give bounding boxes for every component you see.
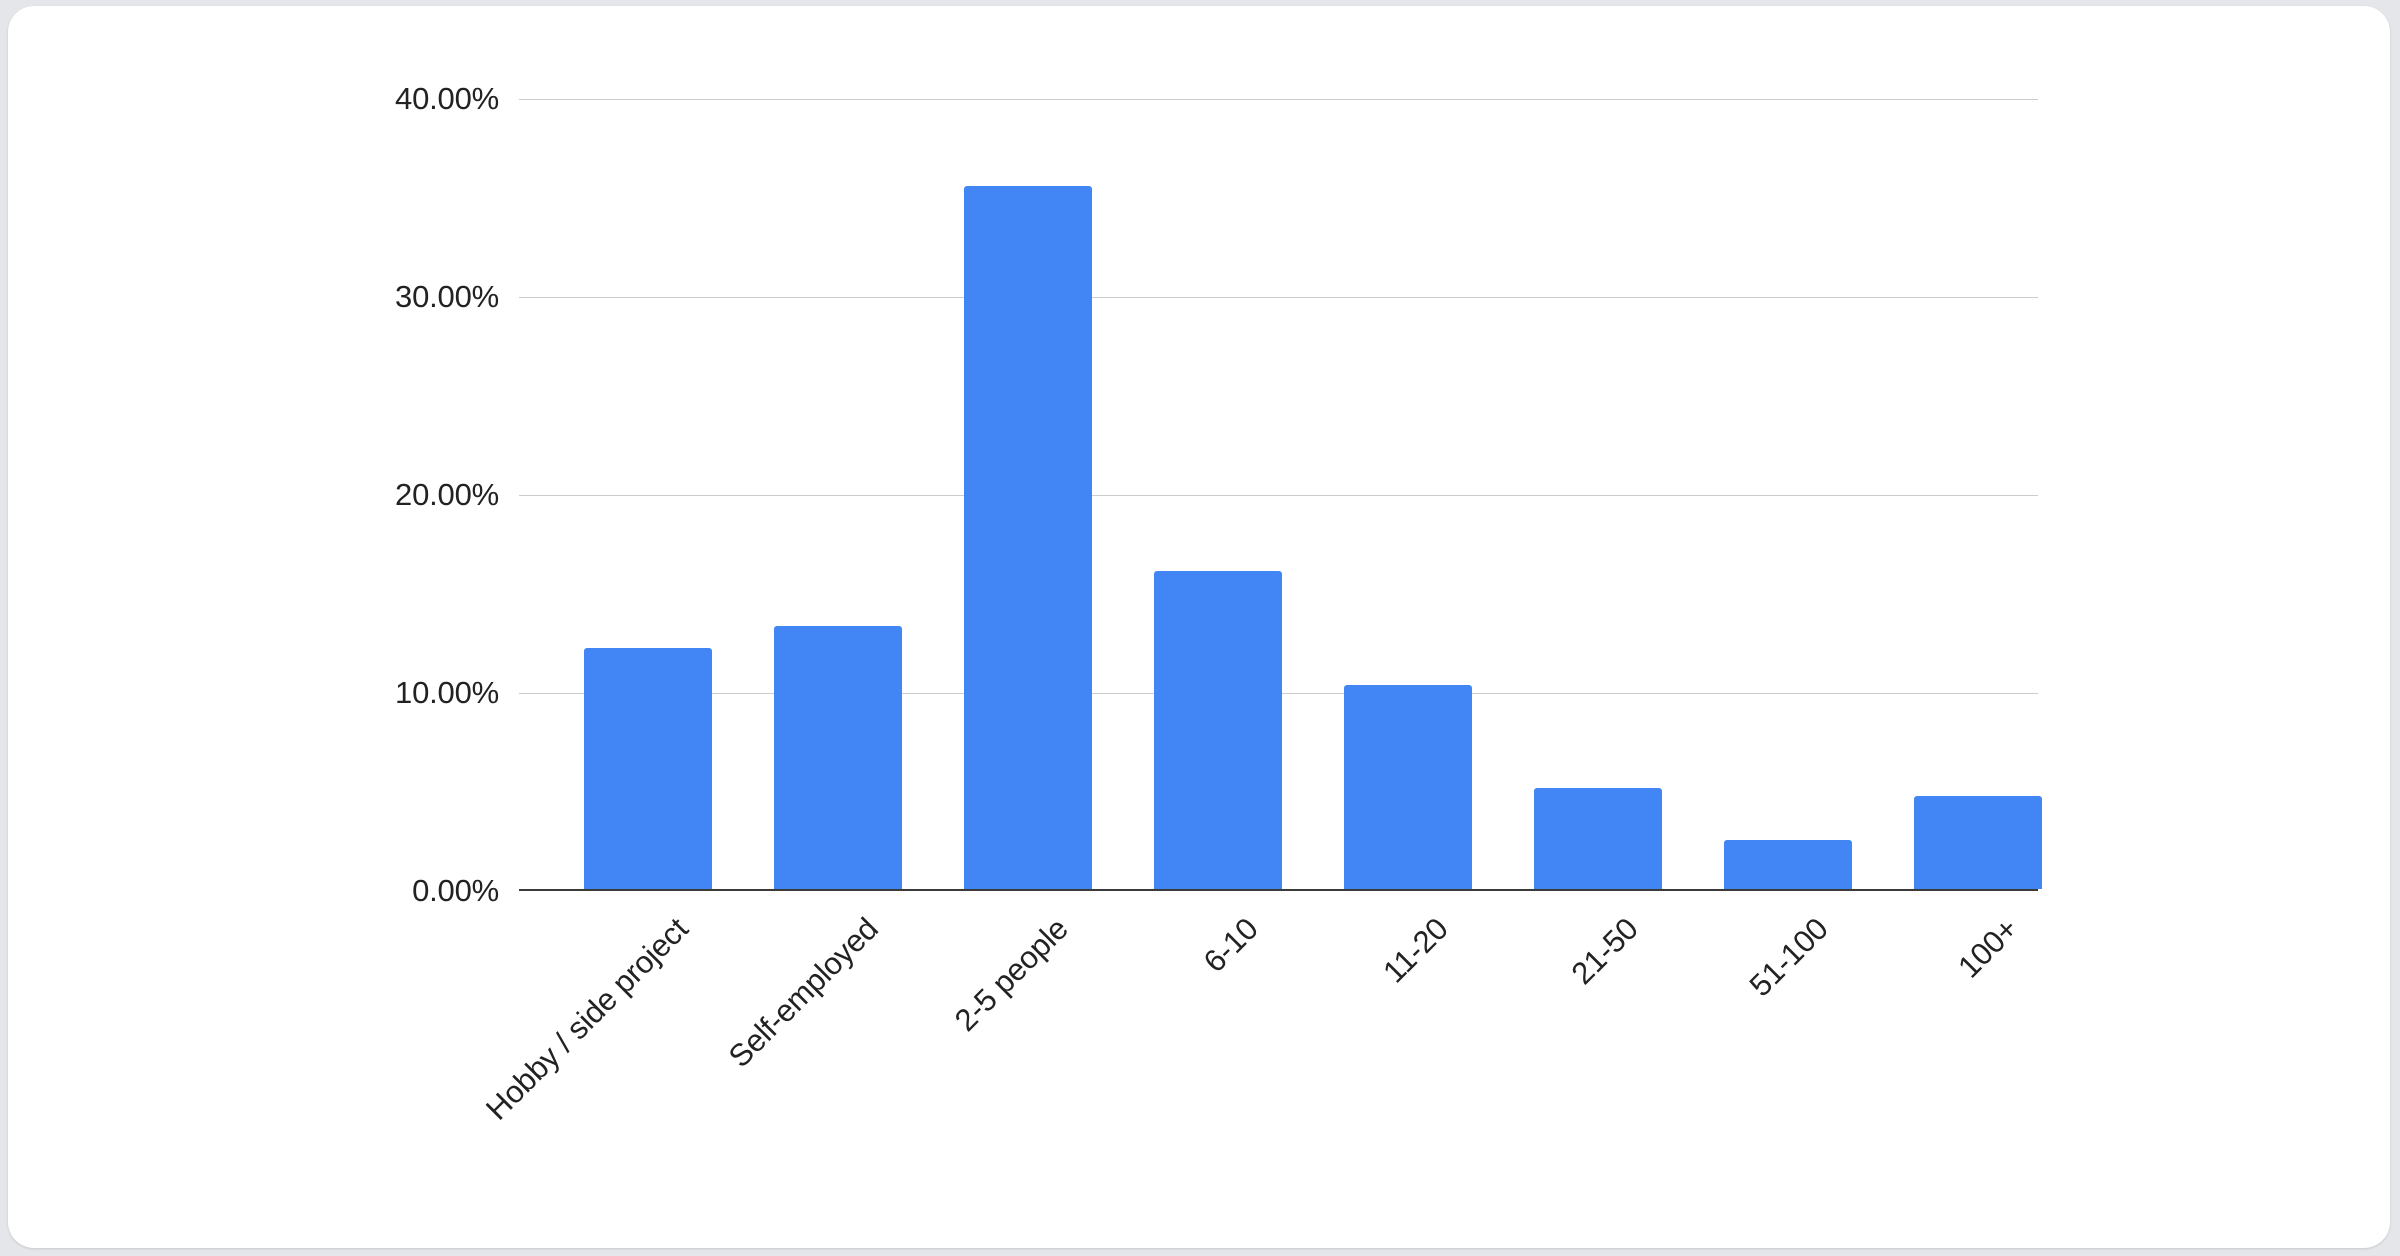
- bar-2-5-people[interactable]: [964, 185, 1092, 889]
- gridline-20: [519, 495, 2038, 496]
- bar-100-plus[interactable]: [1914, 796, 2042, 889]
- x-axis-line: [519, 889, 2038, 891]
- gridline-30: [519, 297, 2038, 298]
- bar-6-10[interactable]: [1154, 571, 1282, 889]
- bar-21-50[interactable]: [1534, 788, 1662, 889]
- y-axis-label-20: 20.00%: [395, 477, 499, 512]
- bar-self-employed[interactable]: [774, 626, 902, 889]
- y-axis-label-40: 40.00%: [395, 81, 499, 116]
- bar-11-20[interactable]: [1344, 684, 1472, 889]
- y-axis-label-10: 10.00%: [395, 675, 499, 710]
- plot-area: [519, 99, 2042, 891]
- chart-card: 40.00% 30.00% 20.00% 10.00% 0.00% Hobby …: [8, 6, 2390, 1248]
- bar-51-100[interactable]: [1724, 839, 1852, 889]
- y-axis-label-0: 0.00%: [412, 873, 499, 908]
- gridline-40: [519, 99, 2038, 100]
- bar-series: [519, 99, 2042, 889]
- y-axis-label-30: 30.00%: [395, 279, 499, 314]
- bar-hobby-side-project[interactable]: [584, 648, 712, 889]
